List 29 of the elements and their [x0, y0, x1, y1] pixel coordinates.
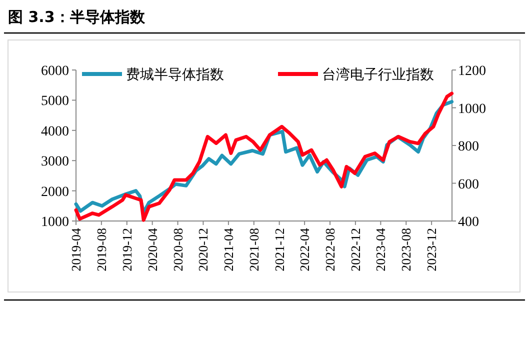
x-tick-label: 2023-08	[398, 228, 414, 272]
y-tick-label: 5000	[41, 94, 69, 110]
x-tick-label: 2019-12	[119, 228, 134, 272]
x-tick-label: 2021-08	[246, 228, 262, 272]
x-tick-label: 2020-04	[144, 228, 160, 272]
y-tick-label: 6000	[41, 64, 69, 79]
chart-title: 图 3.3：半导体指数	[8, 8, 146, 26]
y-tick-label: 1000	[41, 215, 69, 230]
x-tick-label: 2022-12	[348, 228, 363, 272]
legend-label: 台湾电子行业指数	[322, 67, 434, 83]
y2-tick-label: 1200	[458, 64, 486, 79]
y-tick-label: 2000	[41, 184, 69, 200]
x-tick-label: 2022-04	[297, 228, 312, 272]
x-tick-label: 2022-08	[322, 228, 338, 272]
x-tick-label: 2021-04	[220, 228, 236, 272]
y-tick-label: 3000	[41, 154, 69, 170]
y2-tick-label: 800	[458, 140, 479, 154]
x-tick-label: 2019-04	[68, 228, 84, 272]
x-tick-label: 2019-08	[94, 228, 109, 272]
x-tick-label: 2020-12	[196, 228, 211, 272]
y2-tick-label: 1000	[458, 102, 486, 117]
y-tick-label: 4000	[41, 124, 69, 140]
legend-label: 费城半导体指数	[126, 67, 224, 83]
y2-tick-label: 600	[458, 177, 479, 192]
x-tick-label: 2020-08	[170, 228, 186, 272]
y2-tick-label: 400	[458, 215, 479, 230]
x-tick-label: 2023-04	[373, 228, 388, 272]
x-tick-label: 2023-12	[424, 228, 440, 272]
x-tick-label: 2021-12	[272, 228, 287, 272]
